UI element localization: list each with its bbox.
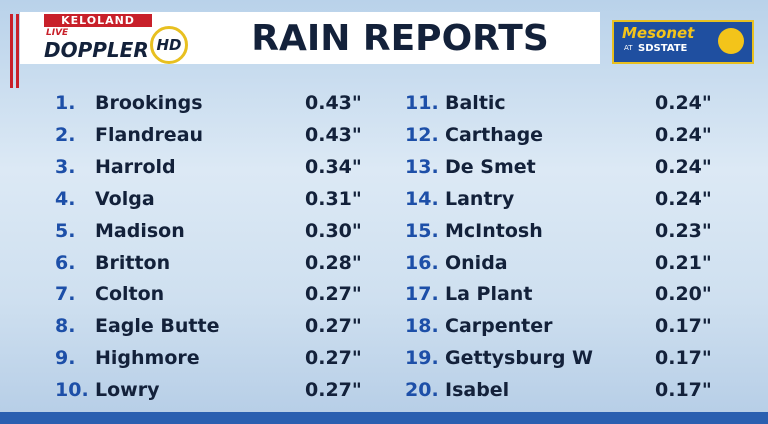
rain-amount: 0.24" bbox=[655, 155, 712, 178]
rain-amount: 0.17" bbox=[655, 315, 712, 338]
place-name: Britton bbox=[95, 251, 171, 274]
rain-amount: 0.24" bbox=[655, 123, 712, 146]
rain-amount: 0.17" bbox=[655, 347, 712, 370]
rain-amount: 0.20" bbox=[655, 283, 712, 306]
place-name: Lowry bbox=[95, 379, 160, 402]
rank: 3. bbox=[55, 155, 76, 178]
live-label: LIVE bbox=[46, 28, 69, 38]
mesonet-label: Mesonet bbox=[622, 24, 695, 42]
rank: 7. bbox=[55, 283, 76, 306]
rank: 12. bbox=[405, 123, 439, 146]
place-name: Madison bbox=[95, 219, 185, 242]
rain-amount: 0.23" bbox=[655, 219, 712, 242]
place-name: Harrold bbox=[95, 155, 176, 178]
place-name: Gettysburg W bbox=[445, 347, 594, 370]
rain-amount: 0.24" bbox=[655, 187, 712, 210]
rain-amount: 0.27" bbox=[305, 283, 362, 306]
mesonet-logo: Mesonet AT SDSTATE bbox=[612, 20, 754, 64]
rank: 2. bbox=[55, 123, 76, 146]
rank: 18. bbox=[405, 315, 439, 338]
hd-badge: HD bbox=[150, 26, 188, 64]
place-name: Colton bbox=[95, 283, 165, 306]
place-name: Carthage bbox=[445, 123, 544, 146]
rank: 15. bbox=[405, 219, 439, 242]
place-name: La Plant bbox=[445, 283, 533, 306]
place-name: Isabel bbox=[445, 379, 510, 402]
rain-amount: 0.21" bbox=[655, 251, 712, 274]
rain-amount: 0.43" bbox=[305, 123, 362, 146]
station-logo: KELOLAND bbox=[44, 14, 152, 27]
place-name: De Smet bbox=[445, 155, 536, 178]
rain-amount: 0.27" bbox=[305, 315, 362, 338]
at-label: AT bbox=[624, 44, 633, 52]
rank: 6. bbox=[55, 251, 76, 274]
rain-amount: 0.28" bbox=[305, 251, 362, 274]
rank: 1. bbox=[55, 92, 76, 114]
title: RAIN REPORTS bbox=[251, 18, 549, 59]
rank: 9. bbox=[55, 347, 76, 370]
place-name: Baltic bbox=[445, 92, 506, 114]
place-name: Onida bbox=[445, 251, 508, 274]
rank: 20. bbox=[405, 379, 439, 402]
place-name: Lantry bbox=[445, 187, 515, 210]
place-name: Eagle Butte bbox=[95, 315, 220, 338]
rank: 13. bbox=[405, 155, 439, 178]
sdstate-label: SDSTATE bbox=[638, 43, 688, 54]
rain-amount: 0.17" bbox=[655, 379, 712, 402]
rank: 19. bbox=[405, 347, 439, 370]
rain-amount: 0.24" bbox=[655, 92, 712, 114]
rank: 16. bbox=[405, 251, 439, 274]
stripe bbox=[10, 14, 13, 88]
rank: 17. bbox=[405, 283, 439, 306]
rain-amount: 0.30" bbox=[305, 219, 362, 242]
rank: 5. bbox=[55, 219, 76, 242]
rain-amount: 0.34" bbox=[305, 155, 362, 178]
bottom-bar bbox=[0, 412, 768, 424]
place-name: Flandreau bbox=[95, 123, 204, 146]
doppler-label: DOPPLER bbox=[44, 38, 149, 62]
place-name: Carpenter bbox=[445, 315, 553, 338]
stripe bbox=[16, 14, 19, 88]
place-name: McIntosh bbox=[445, 219, 543, 242]
sdstate-icon bbox=[718, 28, 744, 54]
place-name: Volga bbox=[95, 187, 155, 210]
rank: 10. bbox=[55, 379, 89, 402]
rank: 8. bbox=[55, 315, 76, 338]
rank: 14. bbox=[405, 187, 439, 210]
rank: 4. bbox=[55, 187, 76, 210]
rain-amount: 0.27" bbox=[305, 347, 362, 370]
rain-amount: 0.31" bbox=[305, 187, 362, 210]
rain-amount: 0.27" bbox=[305, 379, 362, 402]
place-name: Brookings bbox=[95, 92, 203, 114]
rank: 11. bbox=[405, 92, 439, 114]
rain-amount: 0.43" bbox=[305, 92, 362, 114]
place-name: Highmore bbox=[95, 347, 200, 370]
